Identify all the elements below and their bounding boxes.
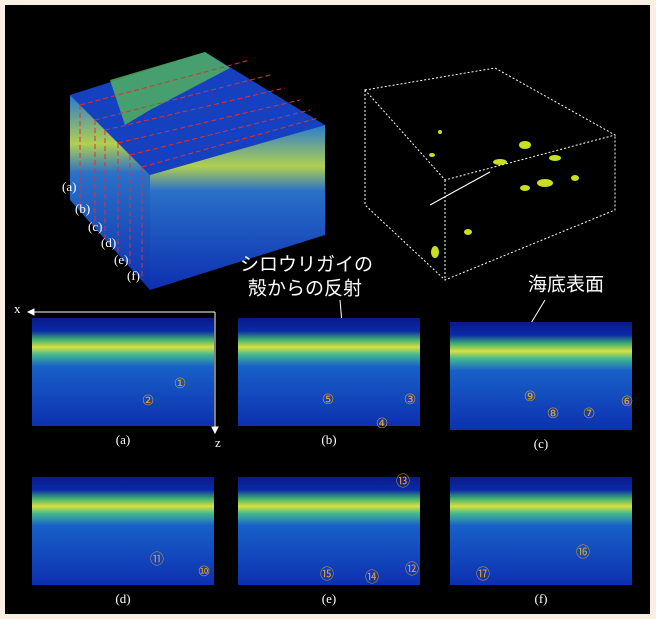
- cube-label: (d): [101, 235, 116, 250]
- marker: ⑯: [576, 545, 590, 561]
- cube-label: (a): [62, 179, 76, 194]
- marker: ⑭: [365, 570, 379, 586]
- marker: ⑤: [322, 392, 335, 408]
- panel-label: (d): [115, 591, 130, 606]
- cube-label: (e): [114, 252, 128, 267]
- marker: ①: [174, 376, 187, 392]
- marker: ③: [404, 392, 417, 408]
- marker: ⑬: [396, 474, 410, 490]
- cube-label: (c): [88, 219, 102, 234]
- annotation: 海底表面: [528, 274, 604, 296]
- section-image: [32, 318, 214, 426]
- axis-label: x: [14, 301, 21, 316]
- marker: ⑨: [524, 389, 537, 405]
- annotation: 殻からの反射: [248, 278, 362, 300]
- section-image: [450, 322, 632, 430]
- marker: ⑦: [583, 406, 596, 422]
- marker: ④: [376, 416, 389, 432]
- cube-label: (f): [127, 268, 140, 283]
- marker: ⑩: [198, 564, 211, 580]
- marker: ⑥: [621, 394, 634, 410]
- annotation: シロウリガイの: [240, 254, 373, 276]
- section-image: [238, 318, 420, 426]
- figure: (a) (b) (c) (d) (e) (f) シロウリガイの 殻からの反射 海…: [0, 0, 656, 619]
- marker: ⑰: [476, 567, 490, 583]
- marker: ⑪: [150, 552, 164, 568]
- section-image: [32, 477, 214, 585]
- marker: ②: [142, 393, 155, 409]
- panel-label: (b): [321, 432, 336, 447]
- panel-label: (f): [535, 591, 548, 606]
- panel-label: (c): [534, 436, 548, 451]
- panel-label: (e): [322, 591, 336, 606]
- cube-label: (b): [75, 201, 90, 216]
- marker: ⑫: [405, 562, 419, 578]
- panel-label: (a): [116, 432, 130, 447]
- marker: ⑮: [320, 567, 334, 583]
- axis-label: z: [215, 435, 221, 450]
- marker: ⑧: [547, 406, 560, 422]
